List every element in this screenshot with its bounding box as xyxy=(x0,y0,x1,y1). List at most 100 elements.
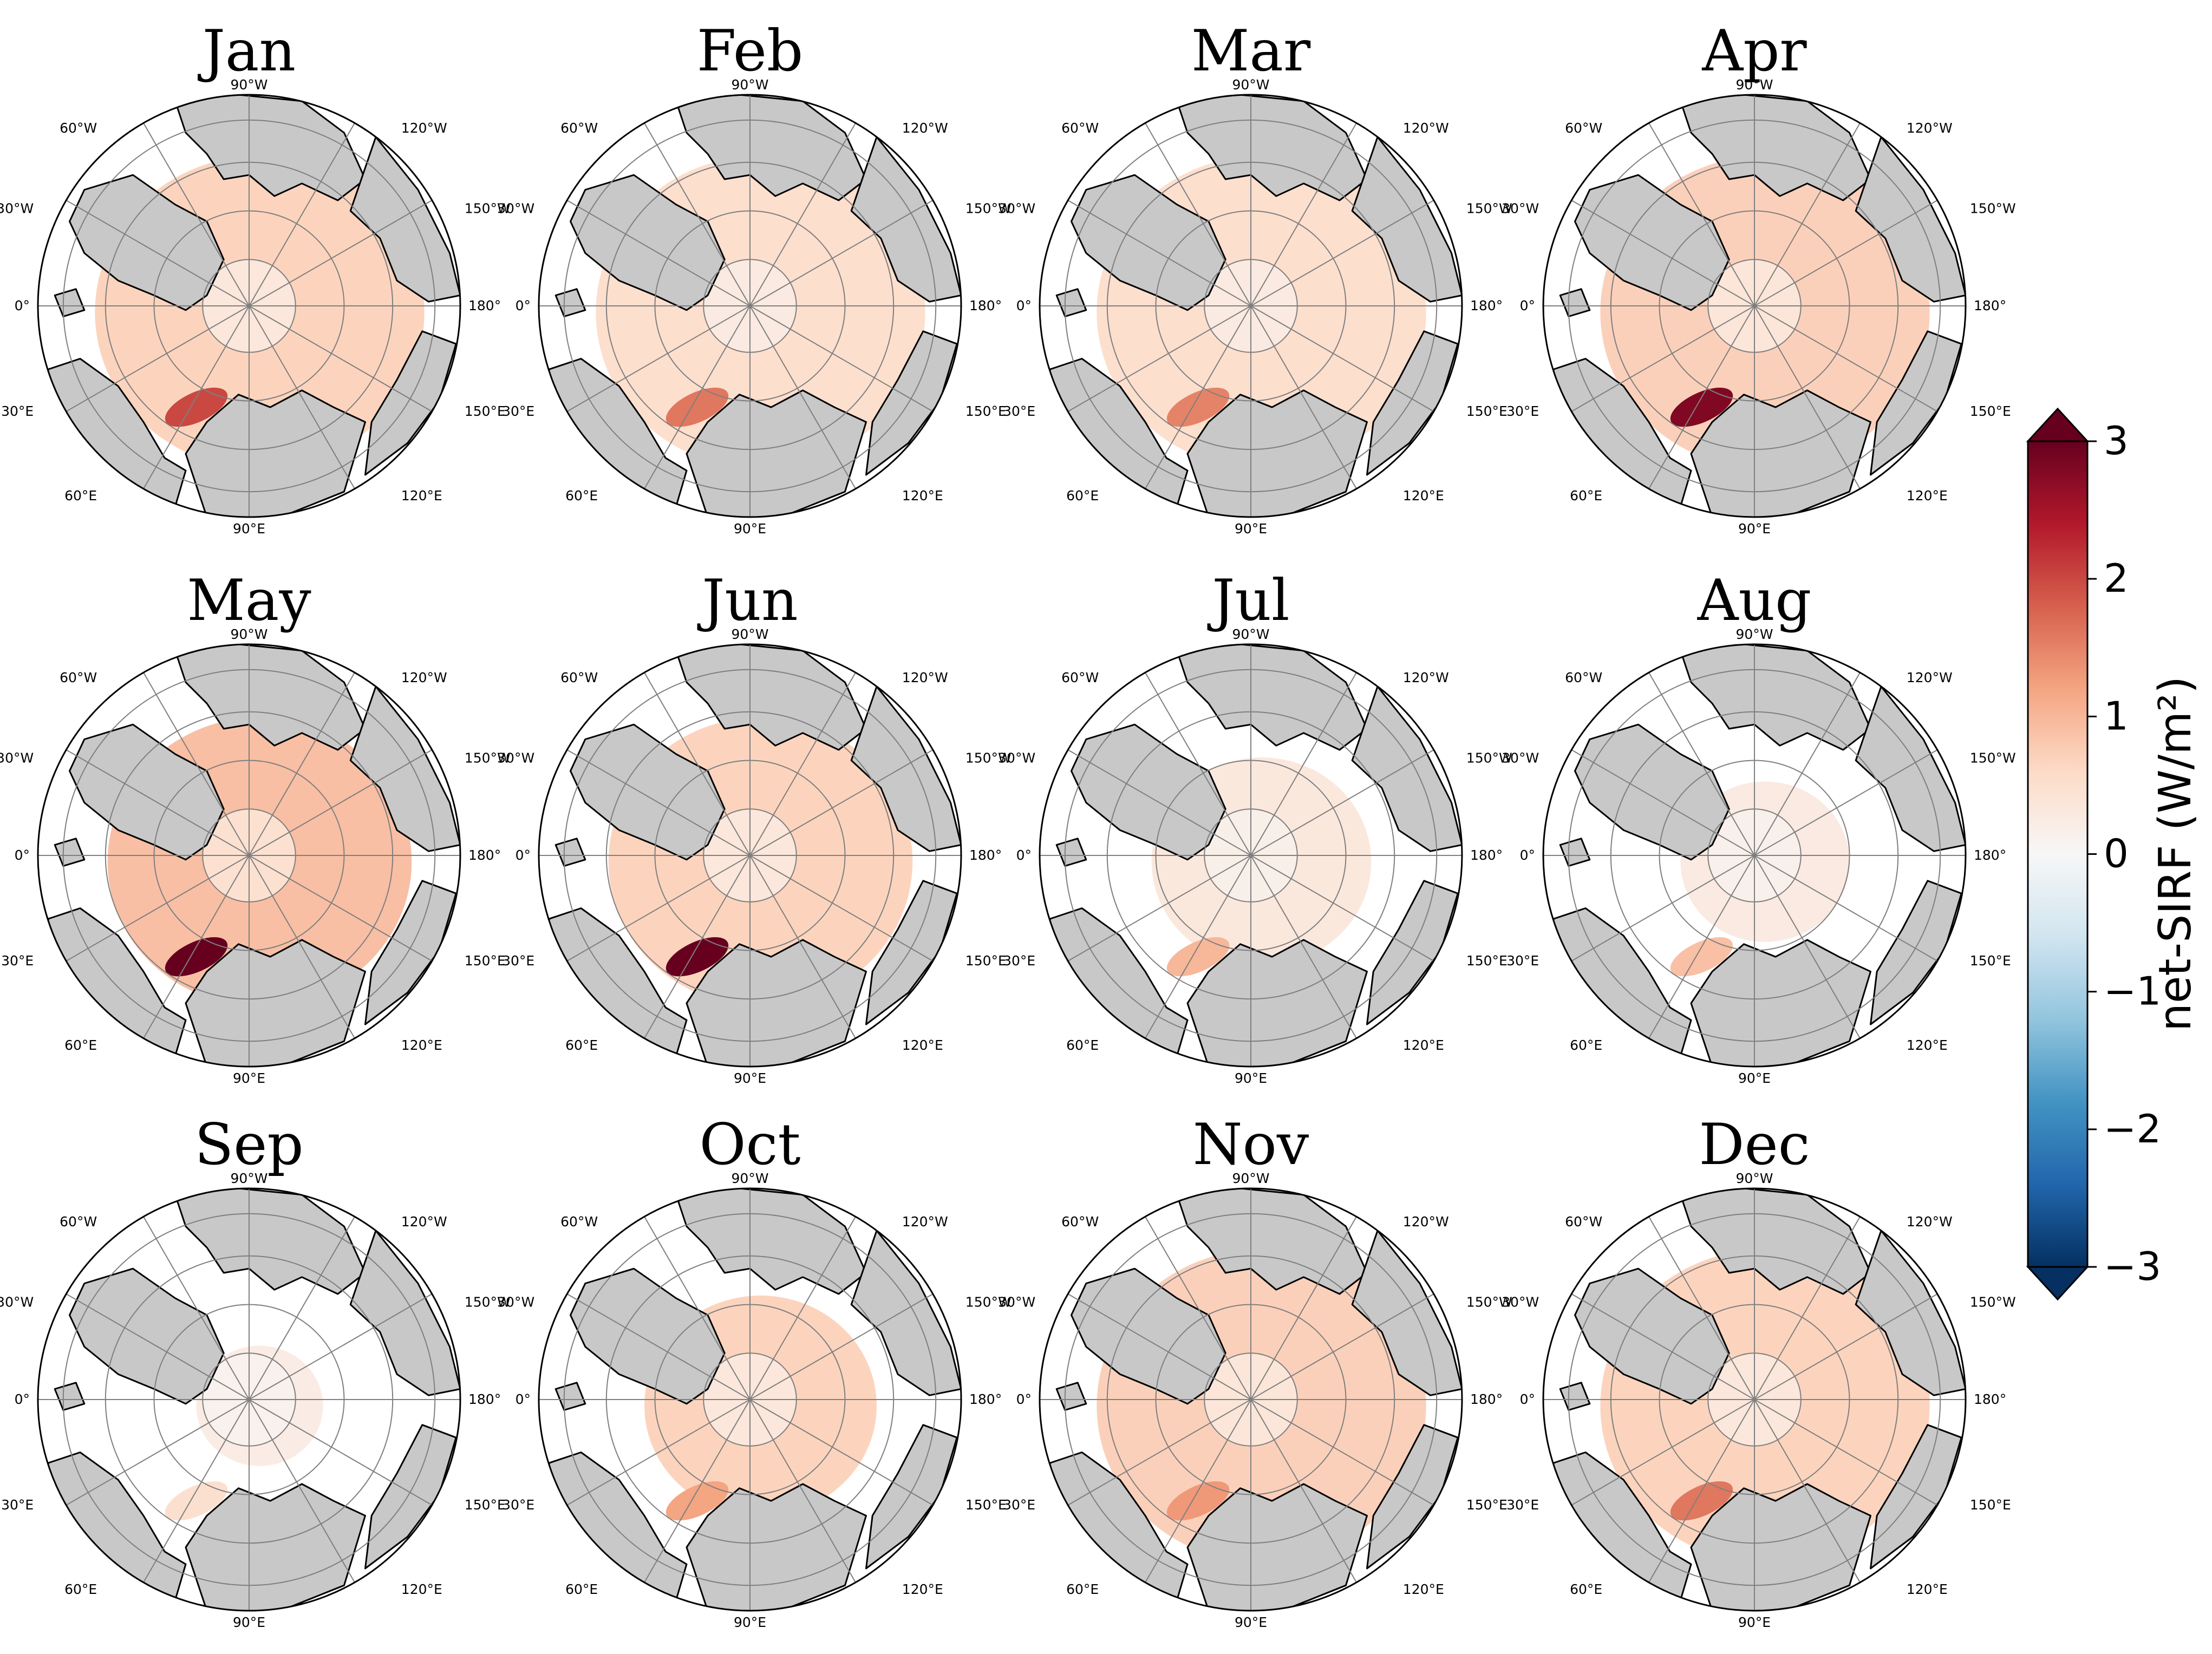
meridian-label: 0° xyxy=(15,298,30,313)
meridian-label: 120°W xyxy=(902,670,948,685)
meridian-label: 180° xyxy=(1470,298,1503,313)
meridian-label: 180° xyxy=(468,847,501,863)
land-masses xyxy=(1547,1188,1966,1611)
graticule xyxy=(1040,95,1462,517)
graticule xyxy=(539,644,961,1067)
meridian-label: 150°W xyxy=(465,200,511,216)
graticule xyxy=(539,1188,961,1611)
colorbar-tick-label: −2 xyxy=(2104,1106,2161,1152)
meridian-label: 60°W xyxy=(60,1214,97,1230)
meridian-label: 120°W xyxy=(1907,670,1953,685)
meridian-label: 150°E xyxy=(465,1497,506,1513)
meridian-label: 90°W xyxy=(1232,626,1269,642)
meridian-label: 60°W xyxy=(1061,1214,1099,1230)
panel-title: Feb xyxy=(697,18,803,84)
graticule xyxy=(1040,644,1462,1067)
meridian-label: 150°E xyxy=(465,953,506,969)
meridian-label: 180° xyxy=(1470,1391,1503,1407)
meridian-label: 90°E xyxy=(1738,1614,1771,1630)
meridian-label: 180° xyxy=(969,298,1002,313)
meridian-label: 60°E xyxy=(1066,488,1099,504)
panel-title: Jul xyxy=(1207,567,1289,633)
meridian-label: 30°W xyxy=(497,200,534,216)
meridian-label: 30°E xyxy=(502,953,534,969)
meridian-label: 120°W xyxy=(1403,1214,1449,1230)
colorbar-max-extension-arrow xyxy=(2026,407,2090,442)
meridian-label: 30°E xyxy=(1506,403,1539,419)
meridian-label: 0° xyxy=(1016,847,1032,863)
meridian-label: 90°E xyxy=(1235,1070,1267,1086)
panel-title: Jan xyxy=(198,18,296,84)
colorbar-tick-label: 0 xyxy=(2104,831,2129,877)
meridian-label: 150°W xyxy=(1970,750,2016,766)
meridian-label: 0° xyxy=(1520,298,1535,313)
meridian-label: 120°E xyxy=(1907,1037,1948,1053)
colorbar-tick-label: 3 xyxy=(2104,418,2129,463)
meridian-label: 90°E xyxy=(734,521,766,537)
meridian-label: 30°W xyxy=(497,750,534,766)
meridian-label: 120°W xyxy=(1403,670,1449,685)
meridian-label: 90°W xyxy=(731,1171,768,1186)
meridian-label: 180° xyxy=(969,847,1002,863)
meridian-label: 150°E xyxy=(1466,403,1508,419)
meridian-label: 120°W xyxy=(902,120,948,136)
meridian-label: 150°E xyxy=(465,403,506,419)
meridian-label: 90°E xyxy=(1738,521,1771,537)
colorbar-ticks: 3 2 1 0 −1 −2 −3 xyxy=(2087,418,2161,1289)
colorbar-tick-label: −1 xyxy=(2104,969,2161,1014)
land-masses xyxy=(1547,95,1966,517)
map-boundary xyxy=(1039,94,1463,518)
meridian-label: 90°W xyxy=(1232,77,1269,93)
forcing-hotspot xyxy=(165,388,228,427)
meridian-label: 120°W xyxy=(401,670,447,685)
map-boundary xyxy=(37,643,461,1068)
forcing-hotspot xyxy=(1166,1481,1230,1521)
meridian-label: 120°E xyxy=(1403,488,1444,504)
meridian-label: 0° xyxy=(516,847,531,863)
meridian-label: 120°W xyxy=(401,1214,447,1230)
meridian-label: 60°E xyxy=(1066,1581,1099,1597)
land-masses xyxy=(542,95,961,517)
meridian-label: 120°W xyxy=(1907,1214,1953,1230)
map-boundary xyxy=(1039,643,1463,1068)
meridian-label: 150°E xyxy=(1466,1497,1508,1513)
meridian-label: 30°W xyxy=(998,750,1035,766)
forcing-hotspot xyxy=(165,937,228,977)
meridian-label: 90°W xyxy=(230,626,267,642)
meridian-label: 180° xyxy=(468,298,501,313)
land-masses xyxy=(542,644,961,1067)
colorbar-tick-label: 1 xyxy=(2104,693,2129,738)
meridian-label: 0° xyxy=(516,298,531,313)
forcing-hotspot xyxy=(665,937,729,977)
forcing-hotspot xyxy=(1166,937,1230,977)
land-masses xyxy=(542,1188,961,1611)
meridian-label: 60°W xyxy=(1061,120,1099,136)
meridian-label: 0° xyxy=(1520,1391,1535,1407)
meridian-label: 30°W xyxy=(998,1294,1035,1310)
land-masses xyxy=(41,95,460,517)
meridian-label: 150°W xyxy=(1970,200,2016,216)
meridian-label: 90°E xyxy=(1235,521,1267,537)
meridian-label: 60°W xyxy=(1565,120,1602,136)
meridian-label: 120°E xyxy=(1403,1037,1444,1053)
meridian-label: 60°W xyxy=(1565,670,1602,685)
graticule xyxy=(38,644,460,1067)
meridian-label: 90°W xyxy=(230,77,267,93)
meridian-label: 30°E xyxy=(1003,403,1035,419)
meridian-label: 90°W xyxy=(1735,1171,1773,1186)
colorbar-tick-label: 2 xyxy=(2104,555,2129,601)
meridian-label: 120°E xyxy=(401,1581,442,1597)
meridian-label: 120°W xyxy=(1907,120,1953,136)
panel-title: Mar xyxy=(1191,18,1311,84)
meridian-label: 30°E xyxy=(1,1497,34,1513)
meridian-label: 0° xyxy=(15,847,30,863)
meridian-label: 30°W xyxy=(998,200,1035,216)
meridian-label: 90°W xyxy=(1735,77,1773,93)
meridian-label: 60°E xyxy=(1570,1037,1602,1053)
